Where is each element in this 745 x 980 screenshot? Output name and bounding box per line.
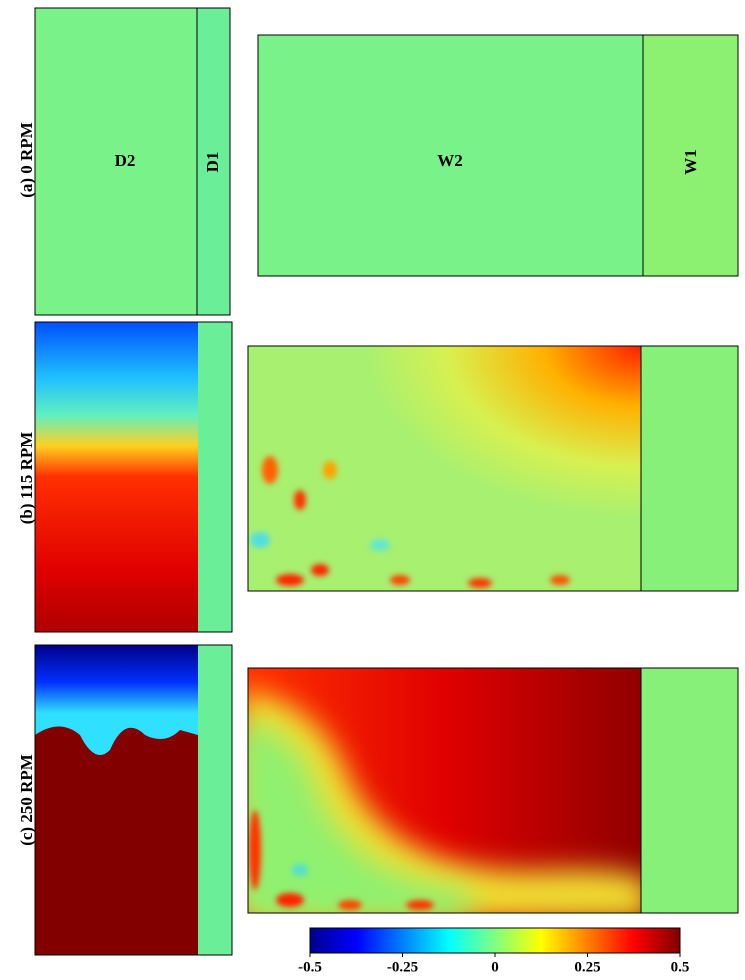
region-label: W1 xyxy=(681,149,700,175)
frame xyxy=(34,321,233,633)
row-label: (c) 250 RPM xyxy=(17,754,36,846)
region-label: D2 xyxy=(115,151,136,170)
w2-region xyxy=(258,35,643,276)
w1-region xyxy=(643,35,738,276)
colorbar-tick-label: 0 xyxy=(491,959,499,975)
colorbar-tick-label: -0.25 xyxy=(387,959,418,975)
d2-field xyxy=(35,322,198,632)
colorbar-tick-label: 0.5 xyxy=(671,959,690,975)
d2-region xyxy=(35,8,197,315)
w1-region xyxy=(641,668,738,913)
w2-low-zone xyxy=(248,691,641,913)
frame xyxy=(34,644,233,956)
colorbar xyxy=(309,927,681,954)
row-label: (a) 0 RPM xyxy=(17,122,36,198)
d1-region xyxy=(198,645,232,955)
w1-region xyxy=(641,346,738,591)
row-label: (b) 115 RPM xyxy=(17,432,36,525)
d1-region xyxy=(197,8,230,315)
turbulence xyxy=(250,456,570,588)
region-label: W2 xyxy=(437,151,463,170)
frame xyxy=(257,34,739,277)
frame xyxy=(247,345,739,592)
region-label: D1 xyxy=(203,152,222,173)
frame xyxy=(247,667,739,914)
colorbar-tick-label: 0.25 xyxy=(574,959,600,975)
d2-plume xyxy=(35,726,198,955)
d1-region xyxy=(198,322,232,632)
colorbar-tick-label: -0.5 xyxy=(298,959,322,975)
frame xyxy=(34,7,231,316)
w2-field xyxy=(248,346,641,591)
